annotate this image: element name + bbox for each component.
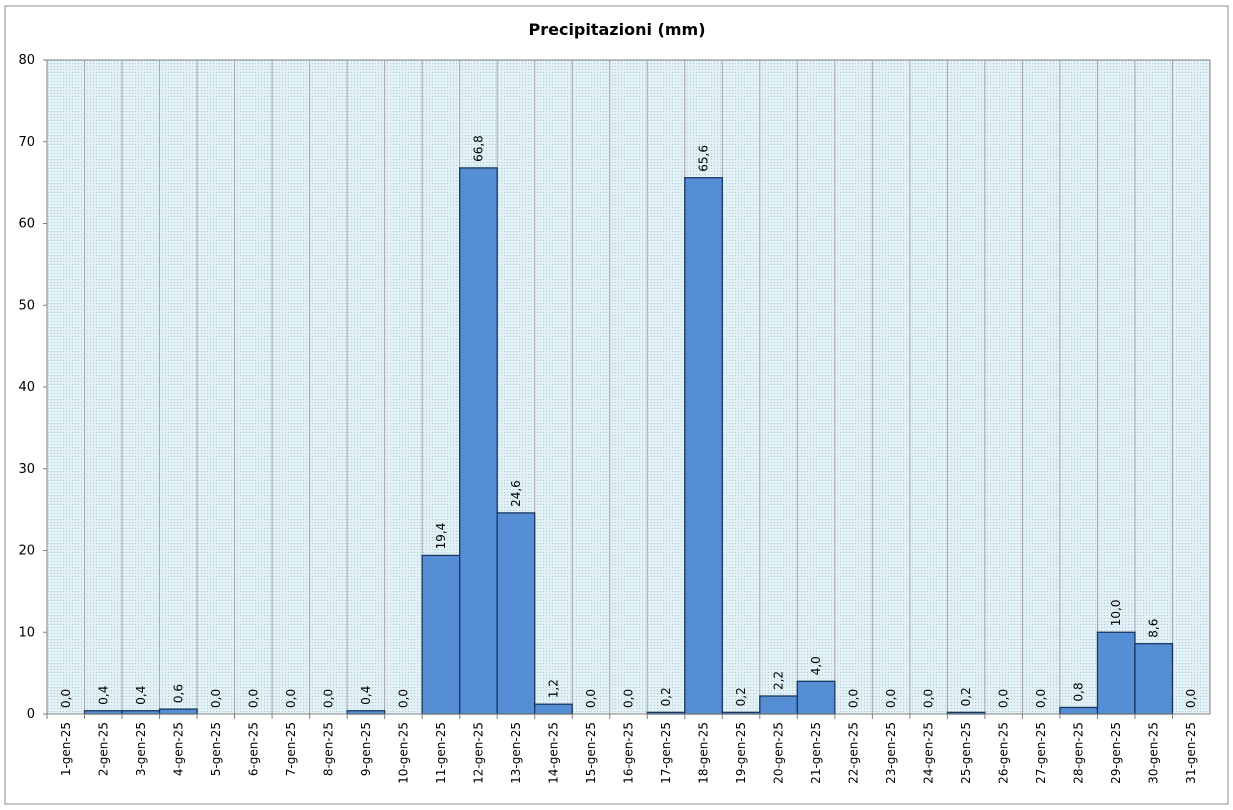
- data-label: 0,0: [321, 689, 335, 708]
- data-label: 0,0: [209, 689, 223, 708]
- x-tick-label: 10-gen-25: [396, 722, 410, 784]
- data-label: 0,6: [171, 684, 185, 703]
- bar: [1134, 643, 1174, 715]
- x-tick-label: 25-gen-25: [959, 722, 973, 784]
- data-label: 0,0: [1034, 689, 1048, 708]
- bar: [684, 177, 723, 715]
- bar: [534, 703, 573, 715]
- gridlines: [84, 60, 1173, 714]
- x-tick-label: 21-gen-25: [809, 722, 823, 784]
- data-label: 2,2: [772, 671, 786, 690]
- x-tick-label: 7-gen-25: [284, 722, 298, 776]
- x-tick-label: 20-gen-25: [772, 722, 786, 784]
- data-label: 0,0: [396, 689, 410, 708]
- data-label: 65,6: [697, 145, 711, 172]
- x-tick-label: 15-gen-25: [584, 722, 598, 784]
- x-tick-label: 26-gen-25: [997, 722, 1011, 784]
- y-tick-label: 0: [27, 707, 35, 722]
- x-tick-label: 1-gen-25: [59, 722, 73, 776]
- x-tick-label: 2-gen-25: [96, 722, 110, 776]
- bar: [459, 167, 498, 715]
- y-tick-label: 40: [18, 380, 35, 395]
- data-label: 4,0: [809, 656, 823, 675]
- data-label: 0,2: [734, 687, 748, 706]
- bar: [421, 554, 461, 715]
- data-label: 0,0: [584, 689, 598, 708]
- y-tick-label: 80: [18, 53, 35, 68]
- data-label: 0,4: [134, 686, 148, 705]
- x-tick-label: 14-gen-25: [546, 722, 560, 784]
- data-label: 19,4: [434, 523, 448, 550]
- y-tick-label: 60: [18, 217, 35, 232]
- x-tick-label: 18-gen-25: [697, 722, 711, 784]
- x-tick-label: 12-gen-25: [471, 722, 485, 784]
- data-label: 1,2: [546, 679, 560, 698]
- data-label: 0,0: [622, 689, 636, 708]
- x-tick-label: 6-gen-25: [246, 722, 260, 776]
- x-tick-label: 19-gen-25: [734, 722, 748, 784]
- x-tick-label: 29-gen-25: [1109, 722, 1123, 784]
- x-tick-label: 3-gen-25: [134, 722, 148, 776]
- x-tick-label: 8-gen-25: [321, 722, 335, 776]
- data-label: 0,0: [1184, 689, 1198, 708]
- x-tick-label: 22-gen-25: [847, 722, 861, 784]
- x-axis: 1-gen-25 2-gen-25 3-gen-25 4-gen-25 5-gen-25…: [46, 713, 1210, 784]
- data-label: 24,6: [509, 480, 523, 507]
- y-tick-label: 20: [18, 544, 35, 559]
- data-label: 0,0: [246, 689, 260, 708]
- y-tick-label: 30: [18, 462, 35, 477]
- x-tick-label: 30-gen-25: [1147, 722, 1161, 784]
- x-tick-label: 16-gen-25: [622, 722, 636, 784]
- bars: [83, 167, 1174, 715]
- x-tick-label: 4-gen-25: [171, 722, 185, 776]
- x-tick-label: 27-gen-25: [1034, 722, 1048, 784]
- bar: [1096, 631, 1136, 715]
- data-label: 0,4: [359, 686, 373, 705]
- y-tick-label: 50: [18, 298, 35, 313]
- chart-title: Precipitazioni (mm): [528, 20, 705, 39]
- x-tick-label: 13-gen-25: [509, 722, 523, 784]
- bar: [496, 512, 536, 715]
- x-tick-label: 5-gen-25: [209, 722, 223, 776]
- x-tick-label: 23-gen-25: [884, 722, 898, 784]
- data-label: 0,8: [1072, 682, 1086, 701]
- data-label: 0,0: [884, 689, 898, 708]
- data-label: 0,0: [847, 689, 861, 708]
- data-label: 8,6: [1147, 619, 1161, 638]
- x-tick-label: 28-gen-25: [1072, 722, 1086, 784]
- x-tick-label: 9-gen-25: [359, 722, 373, 776]
- x-tick-label: 24-gen-25: [922, 722, 936, 784]
- y-tick-label: 10: [18, 625, 35, 640]
- x-tick-label: 17-gen-25: [659, 722, 673, 784]
- y-tick-label: 70: [18, 135, 35, 150]
- data-label: 0,4: [96, 686, 110, 705]
- y-axis: 0 10 20 30 40 50 60 70 80: [18, 53, 48, 722]
- data-label: 0,0: [284, 689, 298, 708]
- data-label: 0,2: [659, 687, 673, 706]
- bar: [1059, 706, 1099, 715]
- data-label: 66,8: [471, 135, 485, 162]
- x-tick-label: 11-gen-25: [434, 722, 448, 784]
- plot-area: [46, 59, 1211, 715]
- data-labels: 0,0 0,4 0,4 0,6 0,0 0,0 0,0 0,0 0,4 0,0 19,4 66,8 24…: [59, 135, 1198, 708]
- data-label: 0,0: [997, 689, 1011, 708]
- data-label: 0,0: [59, 689, 73, 708]
- bar: [759, 695, 798, 715]
- data-label: 10,0: [1109, 600, 1123, 627]
- bar: [796, 680, 836, 715]
- bar: [158, 708, 198, 715]
- x-tick-label: 31-gen-25: [1184, 722, 1198, 784]
- data-label: 0,2: [959, 687, 973, 706]
- data-label: 0,0: [922, 689, 936, 708]
